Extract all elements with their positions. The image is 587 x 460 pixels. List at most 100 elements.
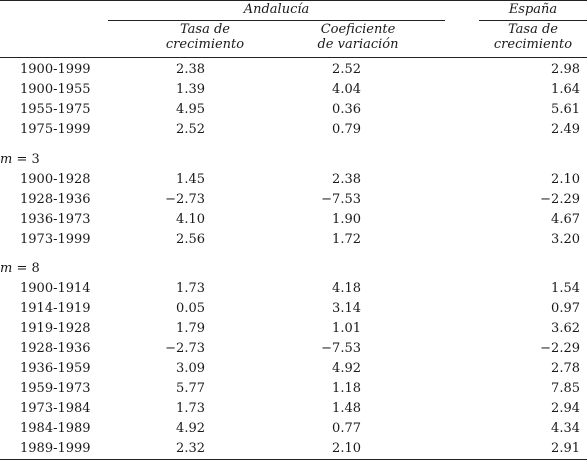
section-label-variable: m [0, 261, 13, 276]
andalucia-cv-cell: −7.53 [321, 341, 361, 356]
column-header-line: Tasa de [180, 22, 230, 37]
espana-growth-cell: 4.67 [551, 212, 580, 227]
andalucia-cv-cell: 0.36 [332, 102, 361, 117]
period-cell: 1900-1928 [20, 172, 91, 187]
period-cell: 1975-1999 [20, 122, 91, 137]
table-row: 1914-1919 0.05 3.14 0.97 [0, 299, 587, 319]
table-row: 1959-1973 5.77 1.18 7.85 [0, 379, 587, 399]
espana-growth-cell: 3.20 [551, 232, 580, 247]
column-header-andalucia-growth: Tasa de crecimiento [115, 22, 295, 52]
table-row: 1928-1936 −2.73 −7.53 −2.29 [0, 339, 587, 359]
espana-span-rule [479, 20, 587, 21]
espana-growth-cell: 2.94 [551, 401, 580, 416]
espana-growth-cell: 0.97 [551, 301, 580, 316]
section-label-value: = 3 [12, 152, 40, 167]
andalucia-growth-cell: 1.79 [176, 321, 205, 336]
table-row: 1973-1984 1.73 1.48 2.94 [0, 399, 587, 419]
section-label-value: = 8 [12, 261, 40, 276]
espana-growth-cell: −2.29 [540, 192, 580, 207]
espana-growth-cell: 1.54 [551, 281, 580, 296]
column-header-andalucia-cv: Coeficiente de variación [268, 22, 448, 52]
andalucia-growth-cell: 2.32 [176, 441, 205, 456]
column-header-line: crecimiento [493, 37, 573, 52]
andalucia-cv-cell: 0.77 [332, 421, 361, 436]
andalucia-cv-cell: 4.92 [332, 361, 361, 376]
espana-growth-cell: 2.78 [551, 361, 580, 376]
header-bottom-rule [0, 57, 587, 58]
period-cell: 1955-1975 [20, 102, 91, 117]
period-cell: 1959-1973 [20, 381, 91, 396]
andalucia-span-rule [108, 20, 445, 21]
espana-growth-cell: 3.62 [551, 321, 580, 336]
section-label-variable: m [0, 152, 13, 167]
andalucia-growth-cell: 1.45 [176, 172, 205, 187]
andalucia-growth-cell: −2.73 [165, 341, 205, 356]
andalucia-growth-cell: −2.73 [165, 192, 205, 207]
column-header-espana-growth: Tasa de crecimiento [479, 22, 587, 52]
andalucia-cv-cell: 1.90 [332, 212, 361, 227]
period-cell: 1936-1959 [20, 361, 91, 376]
andalucia-growth-cell: 4.92 [176, 421, 205, 436]
group-header-andalucia: Andalucía [243, 2, 310, 17]
andalucia-growth-cell: 4.10 [176, 212, 205, 227]
period-cell: 1984-1989 [20, 421, 91, 436]
andalucia-cv-cell: −7.53 [321, 192, 361, 207]
espana-growth-cell: 2.98 [551, 62, 580, 77]
andalucia-growth-cell: 2.38 [176, 62, 205, 77]
column-header-line: Tasa de [508, 22, 558, 37]
andalucia-growth-cell: 2.52 [176, 122, 205, 137]
espana-growth-cell: 2.91 [551, 441, 580, 456]
andalucia-cv-cell: 1.01 [332, 321, 361, 336]
period-cell: 1936-1973 [20, 212, 91, 227]
andalucia-cv-cell: 1.48 [332, 401, 361, 416]
column-header-line: de variación [317, 37, 399, 52]
column-header-line: Coeficiente [320, 22, 396, 37]
table-row: 1989-1999 2.32 2.10 2.91 [0, 439, 587, 459]
table-row: 1955-1975 4.95 0.36 5.61 [0, 100, 587, 120]
period-cell: 1989-1999 [20, 441, 91, 456]
espana-growth-cell: 2.49 [551, 122, 580, 137]
section-label: m = 3 [0, 150, 40, 170]
table-row: 1936-1973 4.10 1.90 4.67 [0, 210, 587, 230]
table-row: 1919-1928 1.79 1.01 3.62 [0, 319, 587, 339]
table-row: 1973-1999 2.56 1.72 3.20 [0, 230, 587, 250]
andalucia-cv-cell: 2.38 [332, 172, 361, 187]
andalucia-growth-cell: 4.95 [176, 102, 205, 117]
period-cell: 1900-1955 [20, 82, 91, 97]
period-cell: 1914-1919 [20, 301, 91, 316]
period-cell: 1928-1936 [20, 192, 91, 207]
andalucia-growth-cell: 3.09 [176, 361, 205, 376]
table-row: 1900-1914 1.73 4.18 1.54 [0, 279, 587, 299]
andalucia-cv-cell: 1.18 [332, 381, 361, 396]
table-row: 1900-1955 1.39 4.04 1.64 [0, 80, 587, 100]
table-row: 1900-1999 2.38 2.52 2.98 [0, 60, 587, 80]
column-header-line: crecimiento [165, 37, 245, 52]
andalucia-cv-cell: 1.72 [332, 232, 361, 247]
table-row: 1928-1936 −2.73 −7.53 −2.29 [0, 190, 587, 210]
table-top-rule [0, 0, 587, 1]
espana-growth-cell: 5.61 [551, 102, 580, 117]
andalucia-cv-cell: 4.18 [332, 281, 361, 296]
period-cell: 1919-1928 [20, 321, 91, 336]
andalucia-cv-cell: 0.79 [332, 122, 361, 137]
section-label: m = 8 [0, 259, 40, 279]
andalucia-cv-cell: 2.10 [332, 441, 361, 456]
andalucia-cv-cell: 2.52 [332, 62, 361, 77]
period-cell: 1900-1914 [20, 281, 91, 296]
table-row: 1975-1999 2.52 0.79 2.49 [0, 120, 587, 140]
andalucia-growth-cell: 2.56 [176, 232, 205, 247]
group-header-espana: España [508, 2, 558, 17]
andalucia-growth-cell: 1.73 [176, 401, 205, 416]
espana-growth-cell: 1.64 [551, 82, 580, 97]
andalucia-growth-cell: 1.39 [176, 82, 205, 97]
andalucia-growth-cell: 0.05 [176, 301, 205, 316]
andalucia-cv-cell: 3.14 [332, 301, 361, 316]
table-row: 1900-1928 1.45 2.38 2.10 [0, 170, 587, 190]
table-row: 1984-1989 4.92 0.77 4.34 [0, 419, 587, 439]
espana-growth-cell: −2.29 [540, 341, 580, 356]
period-cell: 1973-1984 [20, 401, 91, 416]
table-row: 1936-1959 3.09 4.92 2.78 [0, 359, 587, 379]
period-cell: 1973-1999 [20, 232, 91, 247]
andalucia-cv-cell: 4.04 [332, 82, 361, 97]
